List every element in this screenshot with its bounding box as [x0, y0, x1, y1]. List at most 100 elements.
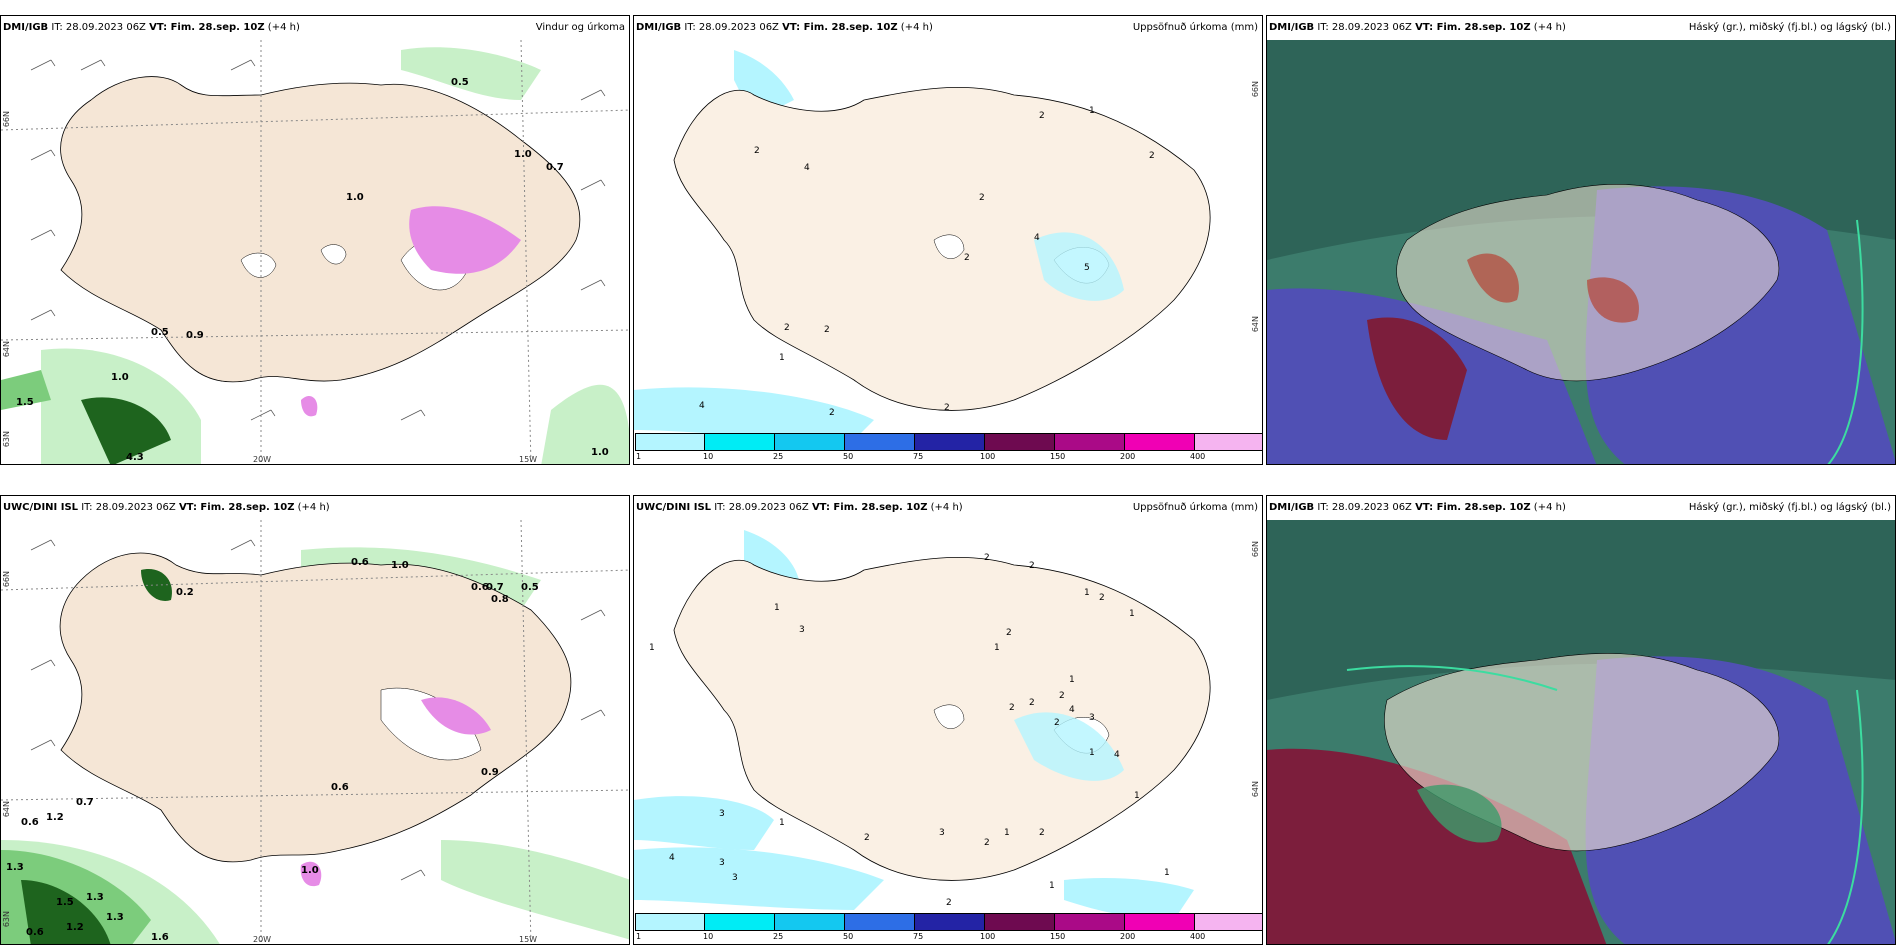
accum-value: 3 [799, 625, 805, 635]
accum-value: 2 [824, 325, 830, 335]
it-value: 28.09.2023 06Z [1331, 22, 1412, 33]
accum-value: 2 [984, 553, 990, 563]
colorbar-swatch [1195, 433, 1262, 451]
accum-value: 2 [784, 323, 790, 333]
it-label: IT: [684, 22, 696, 33]
colorbar-tick: 200 [1120, 932, 1136, 941]
colorbar-tick: 150 [1050, 932, 1066, 941]
precip-label: 0.9 [481, 767, 499, 778]
precip-label: 0.7 [546, 162, 564, 173]
precip-label: 1.0 [391, 560, 409, 571]
accum-value: 1 [774, 603, 780, 613]
precip-label: 1.5 [16, 397, 34, 408]
panel-title: Háský (gr.), miðský (fj.bl.) og lágský (… [1688, 502, 1891, 513]
it-value: 28.09.2023 06Z [698, 22, 779, 33]
lat-label-64: 64N [1251, 781, 1260, 798]
model-name: DMI/IGB [1269, 22, 1315, 33]
colorbar-swatch [705, 913, 775, 931]
colorbar-tick: 10 [703, 932, 714, 941]
accum-value: 4 [669, 853, 675, 863]
accum-value: 2 [829, 408, 835, 418]
accum-value: 1 [994, 643, 1000, 653]
colorbar-swatch [1125, 433, 1195, 451]
precip-label: 0.6 [471, 582, 489, 593]
precip-label: 1.0 [301, 865, 319, 876]
panel-uwc-cloud: DMI/IGB IT: 28.09.2023 06Z VT: Fim. 28.s… [1266, 495, 1896, 945]
panel-header: UWC/DINI ISL IT: 28.09.2023 06Z VT: Fim.… [1, 496, 629, 520]
colorbar-swatch [1195, 913, 1262, 931]
accum-value: 1 [1164, 868, 1170, 878]
colorbar-swatch [915, 913, 985, 931]
precip-label: 0.5 [521, 582, 539, 593]
accum-value: 2 [1039, 828, 1045, 838]
colorbar-swatch [705, 433, 775, 451]
panel-title: Uppsöfnuð úrkoma (mm) [1132, 22, 1258, 33]
accum-value: 2 [1029, 561, 1035, 571]
colorbar-tick: 75 [913, 452, 924, 461]
cloud-map [1267, 40, 1895, 464]
colorbar-tick: 25 [773, 452, 784, 461]
panel-header: DMI/IGB IT: 28.09.2023 06Z VT: Fim. 28.s… [1267, 496, 1895, 520]
precip-label: 0.5 [151, 327, 169, 338]
lat-label-64: 64N [1251, 316, 1260, 333]
colorbar-swatch [635, 433, 705, 451]
model-name: UWC/DINI ISL [3, 502, 79, 513]
precip-label: 0.6 [26, 927, 44, 938]
precip-label: 1.3 [6, 862, 24, 873]
vt-label: VT: Fim. 28.sep. 10Z [782, 22, 898, 33]
lat-label-64: 64N [2, 801, 11, 818]
accum-value: 3 [939, 828, 945, 838]
accum-value: 2 [946, 898, 952, 908]
lat-label-66: 66N [2, 571, 11, 588]
lon-label-20: 20W [253, 455, 272, 464]
it-value: 28.09.2023 06Z [1331, 502, 1412, 513]
accum-precip-map: 2 2 1 2 1 3 1 2 1 1 1 2 2 2 4 2 1 3 4 3 … [634, 530, 1211, 920]
panel-uwc-wind: UWC/DINI ISL IT: 28.09.2023 06Z VT: Fim.… [0, 495, 630, 945]
accum-value: 2 [1059, 691, 1065, 701]
precip-label: 1.5 [56, 897, 74, 908]
accum-value: 5 [1084, 263, 1090, 273]
it-label: IT: [51, 22, 63, 33]
colorbar-swatch [1055, 433, 1125, 451]
colorbar-swatch [845, 913, 915, 931]
colorbar-tick: 25 [773, 932, 784, 941]
panel-header: DMI/IGB IT: 28.09.2023 06Z VT: Fim. 28.s… [634, 16, 1262, 40]
model-name: DMI/IGB [636, 22, 682, 33]
accum-value: 1 [649, 643, 655, 653]
lead-time: (+4 h) [1533, 22, 1566, 33]
accum-value: 1 [779, 818, 785, 828]
iceland-outline [60, 76, 581, 383]
precip-label: 4.3 [126, 452, 144, 463]
accum-value: 1 [1049, 881, 1055, 891]
precip-label: 1.6 [151, 932, 169, 943]
accum-value: 4 [699, 401, 705, 411]
accum-value: 4 [1114, 750, 1120, 760]
accum-value: 4 [804, 163, 810, 173]
accum-value: 2 [754, 146, 760, 156]
precip-label: 0.5 [451, 77, 469, 88]
wind-precip-map: 0.5 0.7 1.0 0.5 0.9 1.0 1.5 4.3 1.0 1.0 [1, 40, 629, 464]
accum-value: 1 [1134, 791, 1140, 801]
precip-label: 1.0 [346, 192, 364, 203]
accum-value: 2 [1006, 628, 1012, 638]
panel-header: DMI/IGB IT: 28.09.2023 06Z VT: Fim. 28.s… [1267, 16, 1895, 40]
precip-label: 1.3 [106, 912, 124, 923]
colorbar-swatch [985, 433, 1055, 451]
wind-precip-map: 0.2 0.6 1.0 0.6 0.7 0.8 0.5 0.6 0.9 0.7 … [1, 520, 629, 944]
precip-label: 0.2 [176, 587, 194, 598]
lon-label-15: 15W [519, 455, 538, 464]
accum-value: 3 [719, 858, 725, 868]
colorbar: 1 10 25 50 75 100 150 200 400 [635, 913, 1262, 943]
lead-time: (+4 h) [900, 22, 933, 33]
precip-label: 1.2 [46, 812, 64, 823]
colorbar-tick: 1 [636, 932, 642, 941]
accum-value: 3 [1089, 713, 1095, 723]
panel-title: Háský (gr.), miðský (fj.bl.) og lágský (… [1688, 22, 1891, 33]
accum-value: 2 [1009, 703, 1015, 713]
lon-label-20: 20W [253, 935, 272, 944]
colorbar-swatch [635, 913, 705, 931]
lead-time: (+4 h) [297, 502, 330, 513]
accum-value: 2 [1039, 111, 1045, 121]
colorbar-swatch [845, 433, 915, 451]
accum-value: 1 [1069, 675, 1075, 685]
